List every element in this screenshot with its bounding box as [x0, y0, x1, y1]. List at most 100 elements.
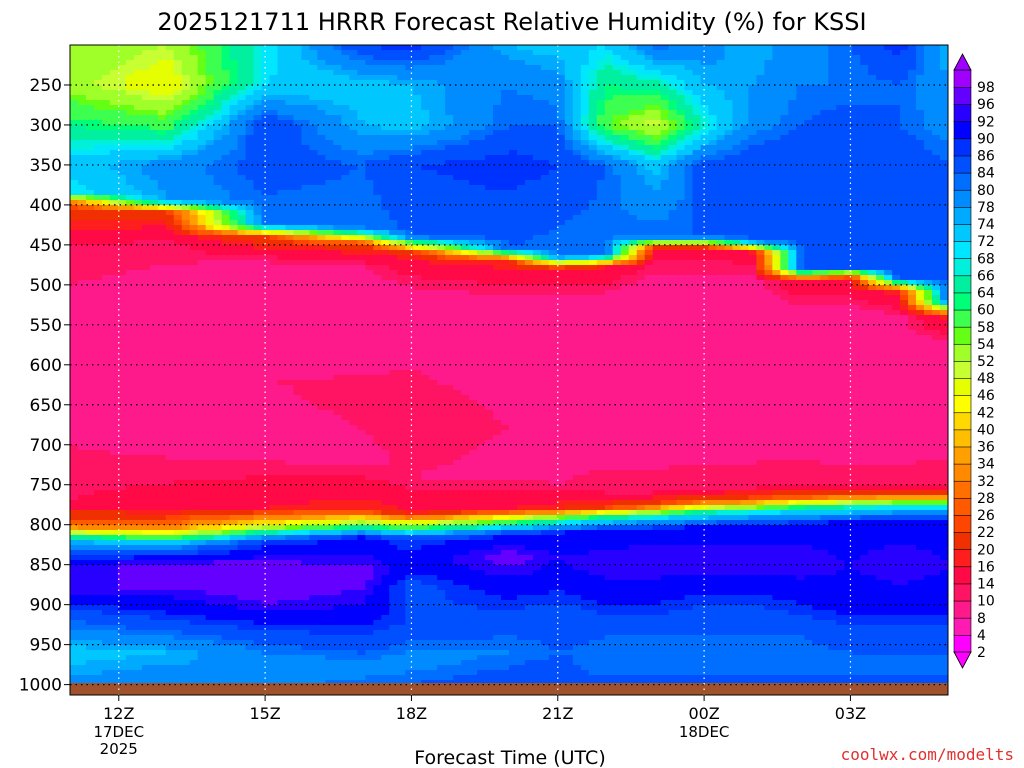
field-cell — [189, 505, 199, 511]
field-cell — [317, 540, 327, 546]
field-cell — [349, 105, 358, 111]
field-cell — [141, 345, 151, 351]
field-cell — [189, 460, 199, 466]
field-cell — [229, 645, 239, 651]
field-cell — [237, 495, 247, 501]
field-cell — [213, 450, 223, 456]
field-cell — [277, 395, 287, 401]
field-cell — [70, 330, 79, 336]
field-cell — [293, 675, 303, 681]
field-cell — [365, 190, 374, 196]
field-cell — [85, 635, 95, 641]
field-cell — [117, 295, 127, 301]
field-cell — [70, 350, 79, 356]
field-cell — [181, 200, 191, 206]
field-cell — [341, 410, 350, 416]
field-cell — [181, 575, 191, 581]
field-cell — [205, 205, 215, 211]
field-cell — [93, 680, 103, 686]
field-cell — [181, 150, 191, 156]
field-cell — [149, 485, 159, 491]
field-cell — [77, 255, 87, 261]
field-cell — [149, 515, 159, 521]
field-cell — [173, 385, 183, 391]
field-cell — [109, 320, 119, 326]
field-cell — [173, 550, 183, 556]
field-cell — [70, 520, 79, 526]
field-cell — [133, 600, 143, 606]
field-cell — [221, 200, 231, 206]
field-cell — [293, 120, 303, 126]
field-cell — [141, 370, 151, 376]
field-cell — [277, 500, 287, 506]
field-cell — [117, 310, 127, 316]
field-cell — [77, 585, 87, 591]
field-cell — [261, 70, 271, 76]
field-cell — [157, 635, 167, 641]
field-cell — [309, 400, 319, 406]
field-cell — [357, 445, 366, 451]
field-cell — [133, 270, 143, 276]
field-cell — [205, 530, 215, 536]
field-cell — [221, 670, 231, 676]
field-cell — [173, 400, 183, 406]
field-cell — [253, 540, 263, 546]
field-cell — [197, 405, 207, 411]
field-cell — [277, 385, 287, 391]
field-cell — [141, 640, 151, 646]
field-cell — [357, 435, 366, 441]
field-cell — [125, 500, 135, 506]
field-cell — [245, 315, 255, 321]
field-cell — [125, 450, 135, 456]
field-cell — [341, 390, 350, 396]
field-cell — [165, 370, 175, 376]
field-cell — [197, 250, 207, 256]
field-cell — [253, 355, 263, 361]
field-cell — [141, 355, 151, 361]
field-cell — [197, 295, 207, 301]
field-cell — [221, 315, 231, 321]
field-cell — [301, 535, 311, 541]
field-cell — [253, 370, 263, 376]
field-cell — [341, 395, 350, 401]
field-cell — [269, 225, 279, 231]
field-cell — [213, 110, 223, 116]
field-cell — [277, 110, 287, 116]
field-cell — [125, 375, 135, 381]
field-cell — [93, 425, 103, 431]
field-cell — [333, 580, 342, 586]
field-cell — [173, 235, 183, 241]
field-cell — [70, 535, 79, 541]
field-cell — [341, 385, 350, 391]
field-cell — [173, 470, 183, 476]
field-cell — [133, 290, 143, 296]
field-cell — [357, 440, 366, 446]
field-cell — [245, 420, 255, 426]
field-cell — [333, 70, 342, 76]
field-cell — [133, 295, 143, 301]
field-cell — [173, 555, 183, 561]
field-cell — [301, 95, 311, 101]
field-cell — [213, 470, 223, 476]
field-cell — [373, 275, 382, 281]
field-cell — [165, 210, 175, 216]
field-cell — [301, 495, 311, 501]
field-cell — [253, 675, 263, 681]
field-cell — [197, 450, 207, 456]
field-cell — [373, 290, 382, 296]
field-cell — [189, 90, 199, 96]
field-cell — [141, 430, 151, 436]
field-cell — [221, 635, 231, 641]
field-cell — [70, 425, 79, 431]
field-cell — [301, 610, 311, 616]
field-cell — [101, 265, 111, 271]
field-cell — [173, 645, 183, 651]
field-cell — [165, 525, 175, 531]
field-cell — [285, 45, 295, 51]
field-cell — [253, 570, 263, 576]
field-cell — [285, 290, 295, 296]
field-cell — [205, 230, 215, 236]
field-cell — [133, 275, 143, 281]
field-cell — [261, 660, 271, 666]
field-cell — [269, 75, 279, 81]
